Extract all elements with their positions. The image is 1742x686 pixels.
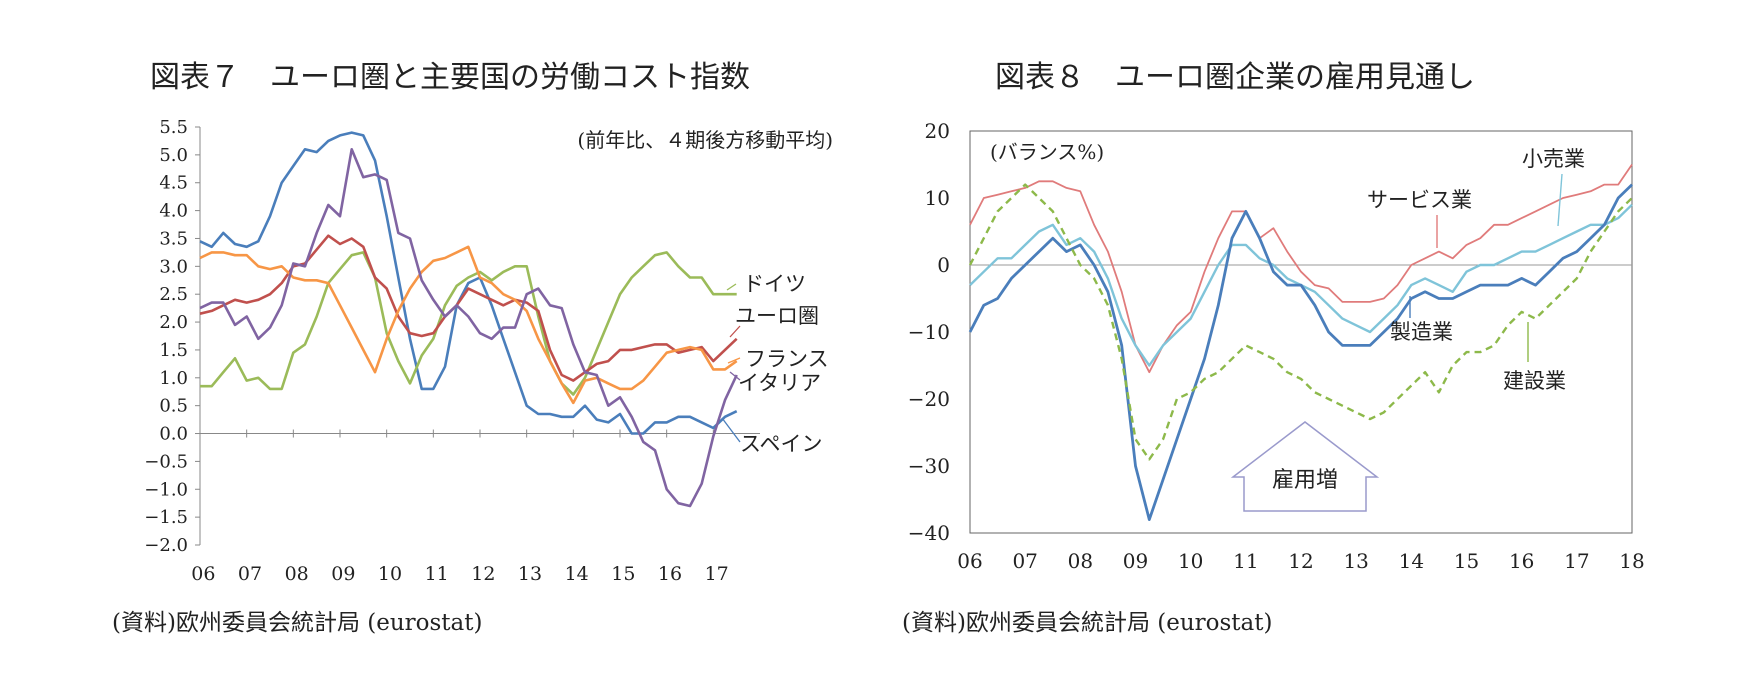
- chart1-y-tick-label: 0.0: [159, 424, 188, 445]
- up-arrow-icon: [1230, 421, 1380, 512]
- chart1-y-tick-label: 5.0: [159, 145, 188, 166]
- chart1-legend-label: ドイツ: [743, 272, 806, 296]
- chart1-y-tick-label: 1.0: [159, 368, 188, 389]
- chart1-x-tick-label: 07: [238, 563, 262, 585]
- chart1-x-tick-label: 08: [285, 563, 309, 585]
- chart2-y-tick-label: −20: [908, 387, 950, 411]
- chart2-x-tick-label: 10: [1178, 549, 1203, 573]
- chart1-y-tick-label: 5.5: [159, 117, 188, 138]
- chart1-y-tick-label: −0.5: [144, 451, 188, 472]
- chart1-x-tick-label: 13: [518, 563, 542, 585]
- chart1-y-tick-label: 3.5: [159, 228, 188, 249]
- chart1-legend-pointer: [729, 371, 741, 381]
- chart2-series: [968, 163, 1633, 521]
- chart1-x-tick-label: 14: [565, 563, 589, 585]
- chart1-series: [199, 131, 738, 508]
- chart1-y-ticks: 5.5 5.0 4.5 4.0 3.5 3.0 2.5 2.0 1.5 1.0 0.5 0.0 −0.5…: [144, 117, 200, 556]
- chart1-legend-label: ユーロ圏: [735, 304, 819, 328]
- chart2-x-tick-label: 08: [1068, 549, 1093, 573]
- chart1-y-tick-label: −2.0: [144, 535, 188, 556]
- chart1-source: (資料)欧州委員会統計局 (eurostat): [112, 610, 483, 636]
- chart1-x-tick-label: 06: [191, 563, 215, 585]
- chart2-source: (資料)欧州委員会統計局 (eurostat): [902, 610, 1273, 636]
- chart1-y-tick-label: 1.5: [159, 340, 188, 361]
- chart2-line-series-3: [968, 183, 1633, 461]
- chart2-x-tick-label: 09: [1123, 549, 1148, 573]
- chart1-legend-pointer: [726, 283, 737, 291]
- chart2-annotation-label: 雇用増: [1272, 468, 1338, 493]
- chart1-y-tick-label: 4.0: [159, 201, 188, 222]
- chart2-legend-label: 建設業: [1503, 369, 1566, 393]
- chart1-y-tick-label: 2.5: [159, 284, 188, 305]
- chart2-legend-label: 製造業: [1390, 320, 1453, 344]
- chart2-line-series-0: [969, 163, 1633, 374]
- chart2-y-tick-label: −40: [908, 521, 950, 545]
- chart2-x-tick-label: 07: [1012, 549, 1037, 573]
- chart1-x-tick-label: 09: [331, 563, 355, 585]
- chart1-y-tick-label: 3.0: [159, 256, 188, 277]
- chart2: 20 10 0 −10 −20 −30 −40 06 07 08 09 10 11 12 13 14 15 16…: [908, 119, 1645, 573]
- chart1-legend-label: スペイン: [740, 432, 823, 456]
- chart2-annotation: 雇用増: [1230, 421, 1380, 512]
- chart2-subtitle: (バランス%): [990, 140, 1104, 164]
- chart1-x-tick-label: 15: [611, 563, 635, 585]
- chart2-y-tick-label: −10: [908, 320, 950, 344]
- chart1-line-series-2: [199, 234, 738, 382]
- chart1-x-tick-label: 10: [378, 563, 402, 585]
- chart1-line-series-4: [199, 148, 738, 508]
- chart1-line-series-1: [200, 251, 737, 396]
- chart2-y-tick-label: 10: [925, 186, 950, 210]
- chart2-y-ticks: 20 10 0 −10 −20 −30 −40: [908, 119, 950, 545]
- chart2-x-tick-label: 18: [1619, 549, 1644, 573]
- chart2-y-tick-label: 0: [937, 253, 950, 277]
- chart1-y-tick-label: 4.5: [159, 173, 188, 194]
- chart1-legend-pointer: [727, 357, 741, 364]
- chart2-legend-label: 小売業: [1522, 147, 1585, 171]
- chart1-y-tick-label: 2.0: [159, 312, 188, 333]
- chart2-title: 図表８ ユーロ圏企業の雇用見通し: [995, 60, 1475, 95]
- chart1-legend-pointer: [721, 417, 741, 443]
- chart2-legend-pointer: [1557, 173, 1563, 227]
- chart1-y-tick-label: 0.5: [159, 396, 188, 417]
- chart1-subtitle: (前年比、４期後方移動平均): [577, 128, 833, 152]
- chart1-x-tick-label: 17: [705, 563, 729, 585]
- chart2-x-tick-label: 15: [1454, 549, 1479, 573]
- chart2-x-tick-label: 11: [1233, 549, 1258, 573]
- chart1-x-tick-label: 16: [658, 563, 682, 585]
- chart1-line-series-3: [199, 245, 738, 405]
- chart1-x-ticks: 06 07 08 09 10 11 12 13 14 15 16 17: [191, 429, 729, 585]
- chart1: 5.5 5.0 4.5 4.0 3.5 3.0 2.5 2.0 1.5 1.0 0.5 0.0 −0.5…: [144, 117, 833, 585]
- chart1-y-tick-label: −1.0: [144, 479, 188, 500]
- chart1-y-tick-label: −1.5: [144, 507, 188, 528]
- chart1-x-tick-label: 11: [425, 563, 449, 585]
- chart2-x-tick-label: 13: [1343, 549, 1368, 573]
- chart2-x-tick-label: 17: [1564, 549, 1589, 573]
- chart2-legend-label: サービス業: [1367, 188, 1472, 212]
- chart2-x-ticks: 06 07 08 09 10 11 12 13 14 15 16 17 18: [957, 549, 1644, 573]
- chart2-y-tick-label: −30: [908, 454, 950, 478]
- chart2-line-series-2: [968, 183, 1633, 521]
- chart1-line-series-0: [199, 131, 738, 435]
- chart1-legend-label: イタリア: [738, 371, 821, 395]
- chart1-legend-pointer: [729, 325, 741, 338]
- chart2-x-tick-label: 12: [1288, 549, 1313, 573]
- chart2-y-tick-label: 20: [925, 119, 950, 143]
- chart2-x-tick-label: 16: [1509, 549, 1534, 573]
- chart1-legend-label: フランス: [745, 347, 829, 371]
- chart2-x-tick-label: 06: [957, 549, 982, 573]
- chart1-title: 図表７ ユーロ圏と主要国の労働コスト指数: [150, 60, 750, 95]
- chart1-x-tick-label: 12: [471, 563, 495, 585]
- chart2-x-tick-label: 14: [1399, 549, 1424, 573]
